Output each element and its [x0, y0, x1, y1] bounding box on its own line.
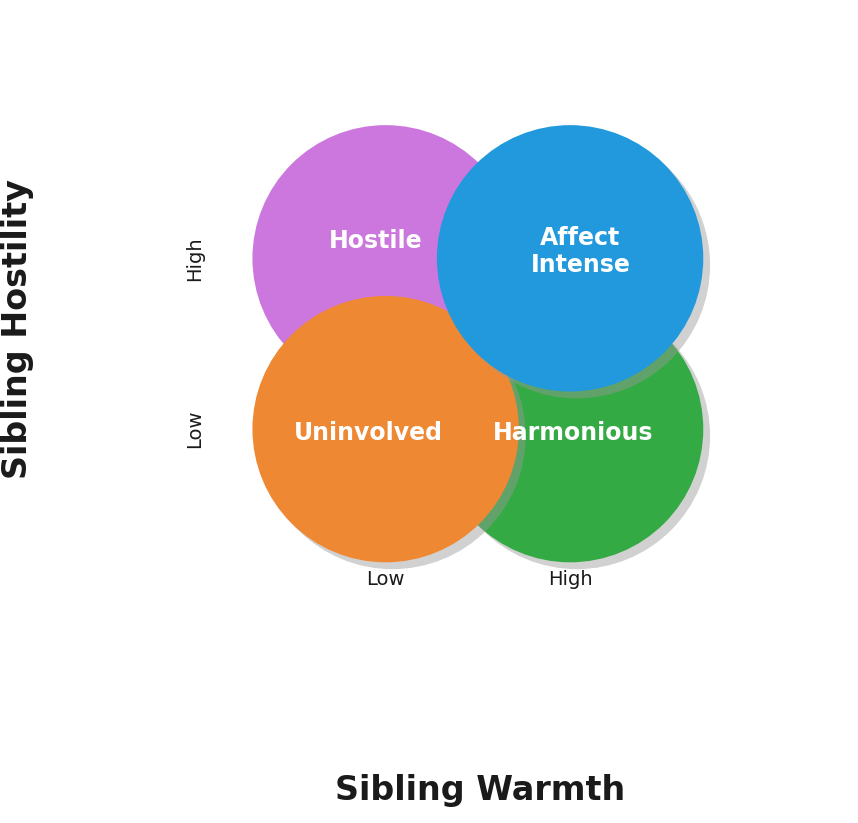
- Text: Low: Low: [366, 570, 405, 589]
- Circle shape: [444, 132, 710, 398]
- Circle shape: [444, 303, 710, 570]
- Circle shape: [437, 125, 704, 392]
- Text: Hostile: Hostile: [329, 230, 422, 253]
- Text: Low: Low: [184, 410, 204, 449]
- Circle shape: [437, 296, 704, 562]
- Circle shape: [252, 296, 519, 562]
- Text: Sibling Hostility: Sibling Hostility: [1, 179, 33, 479]
- Text: Harmonious: Harmonious: [493, 421, 654, 444]
- Circle shape: [259, 303, 526, 570]
- Text: High: High: [184, 236, 204, 281]
- Text: Sibling Warmth: Sibling Warmth: [335, 774, 625, 807]
- Circle shape: [252, 125, 519, 392]
- Text: Affect
Intense: Affect Intense: [530, 226, 631, 277]
- Text: High: High: [547, 570, 592, 589]
- Circle shape: [259, 132, 526, 398]
- Text: Uninvolved: Uninvolved: [294, 421, 443, 444]
